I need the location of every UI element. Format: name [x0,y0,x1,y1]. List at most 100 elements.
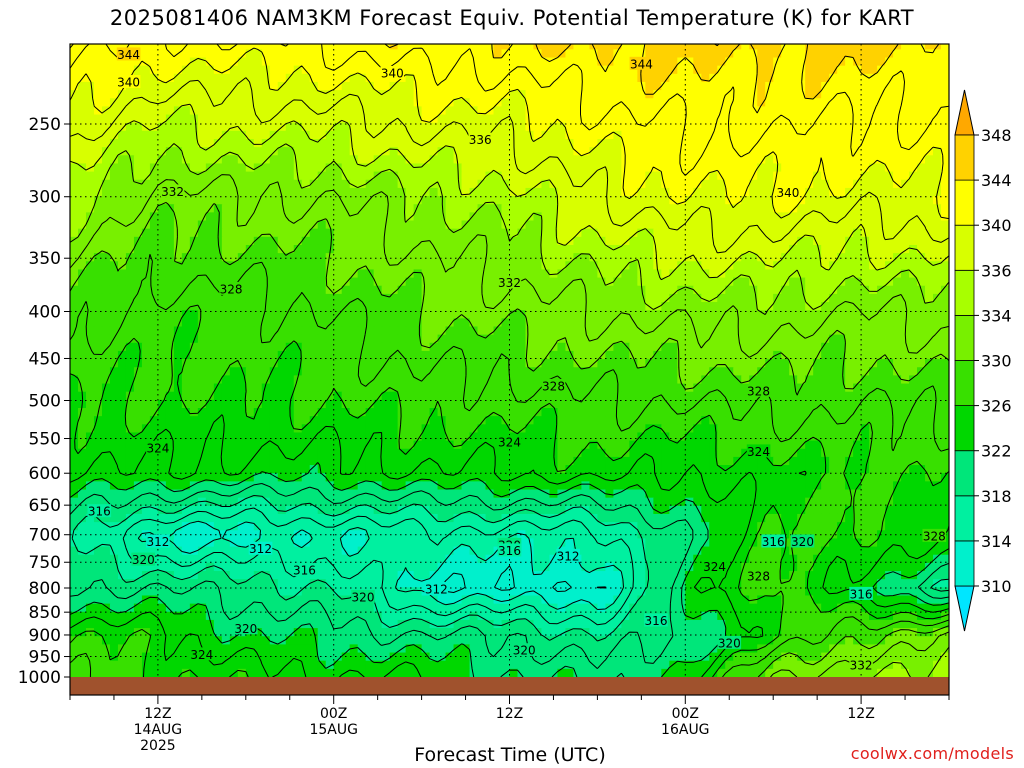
heatmap-cell [349,196,359,205]
heatmap-cell [421,179,431,189]
heatmap-cell [637,122,646,132]
heatmap-cell [373,277,383,287]
heatmap-cell [749,204,758,213]
heatmap-cell [245,114,255,124]
heatmap-cell [245,65,255,75]
heatmap-cell [565,25,574,34]
heatmap-cell [133,44,143,50]
heatmap-cell [597,44,606,50]
heatmap-cell [653,334,662,344]
heatmap-cell [629,204,638,213]
heatmap-cell [429,44,439,50]
heatmap-cell [229,212,239,222]
heatmap-cell [629,65,638,75]
heatmap-cell [573,236,583,246]
heatmap-cell [517,147,527,156]
heatmap-cell [741,130,750,140]
heatmap-cell [157,253,167,262]
heatmap-cell [589,350,598,360]
heatmap-cell [261,391,271,401]
heatmap-cell [501,65,511,75]
heatmap-cell [525,261,535,271]
heatmap-cell [493,334,503,344]
heatmap-cell [133,236,143,246]
heatmap-cell [357,81,367,91]
heatmap-cell [445,179,455,189]
heatmap-cell [613,90,622,99]
heatmap-cell [661,179,670,189]
heatmap-cell [821,44,830,50]
heatmap-cell [917,204,926,213]
heatmap-cell [917,350,926,360]
heatmap-cell [277,342,287,352]
heatmap-cell [381,277,391,287]
heatmap-cell [853,220,862,230]
heatmap-cell [453,90,463,99]
heatmap-cell [693,33,702,42]
heatmap-cell [821,302,830,311]
heatmap-cell [813,293,822,303]
heatmap-cell [885,147,894,156]
heatmap-cell [829,196,838,205]
heatmap-cell [261,122,271,132]
heatmap-cell [661,285,670,295]
heatmap-cell [645,220,654,230]
heatmap-cell [541,139,551,148]
heatmap-cell [421,81,431,91]
heatmap-cell [165,147,175,156]
heatmap-cell [93,130,103,140]
heatmap-cell [93,334,103,344]
heatmap-cell [589,269,598,279]
heatmap-cell [181,147,191,156]
heatmap-cell [837,269,846,279]
heatmap-cell [653,350,662,360]
heatmap-cell [109,244,119,254]
heatmap-cell [213,318,223,328]
heatmap-cell [757,261,766,271]
heatmap-cell [501,73,511,83]
heatmap-cell [917,163,926,173]
heatmap-cell [829,261,838,271]
heatmap-cell [285,253,295,262]
heatmap-cell [373,318,383,328]
heatmap-cell [125,285,135,295]
heatmap-cell [829,350,838,360]
heatmap-cell [773,253,782,262]
heatmap-cell [453,196,463,205]
heatmap-cell [773,277,782,287]
heatmap-cell [917,383,926,393]
heatmap-cell [373,285,383,295]
heatmap-cell [597,285,606,295]
heatmap-cell [597,57,606,67]
heatmap-cell [621,147,630,156]
heatmap-cell [693,90,702,99]
heatmap-cell [605,73,614,83]
heatmap-cell [181,204,191,213]
heatmap-cell [197,187,207,197]
heatmap-cell [765,204,774,213]
heatmap-cell [669,220,678,230]
heatmap-cell [245,261,255,271]
heatmap-cell [134,25,143,34]
heatmap-cell [221,350,231,360]
heatmap-cell [933,33,942,42]
heatmap-cell [597,359,606,368]
heatmap-cell [437,302,447,311]
heatmap-cell [797,244,806,254]
heatmap-cell [725,33,734,42]
heatmap-cell [613,310,622,319]
heatmap-cell [333,253,343,262]
heatmap-cell [845,73,854,83]
heatmap-cell [517,98,527,107]
heatmap-cell [541,187,551,197]
heatmap-cell [469,383,479,393]
heatmap-cell [157,244,167,254]
heatmap-cell [789,196,798,205]
heatmap-cell [381,293,391,303]
heatmap-cell [893,81,902,91]
heatmap-cell [437,212,447,222]
heatmap-cell [333,334,343,344]
heatmap-cell [261,187,271,197]
heatmap-cell [869,285,878,295]
heatmap-cell [381,204,391,213]
